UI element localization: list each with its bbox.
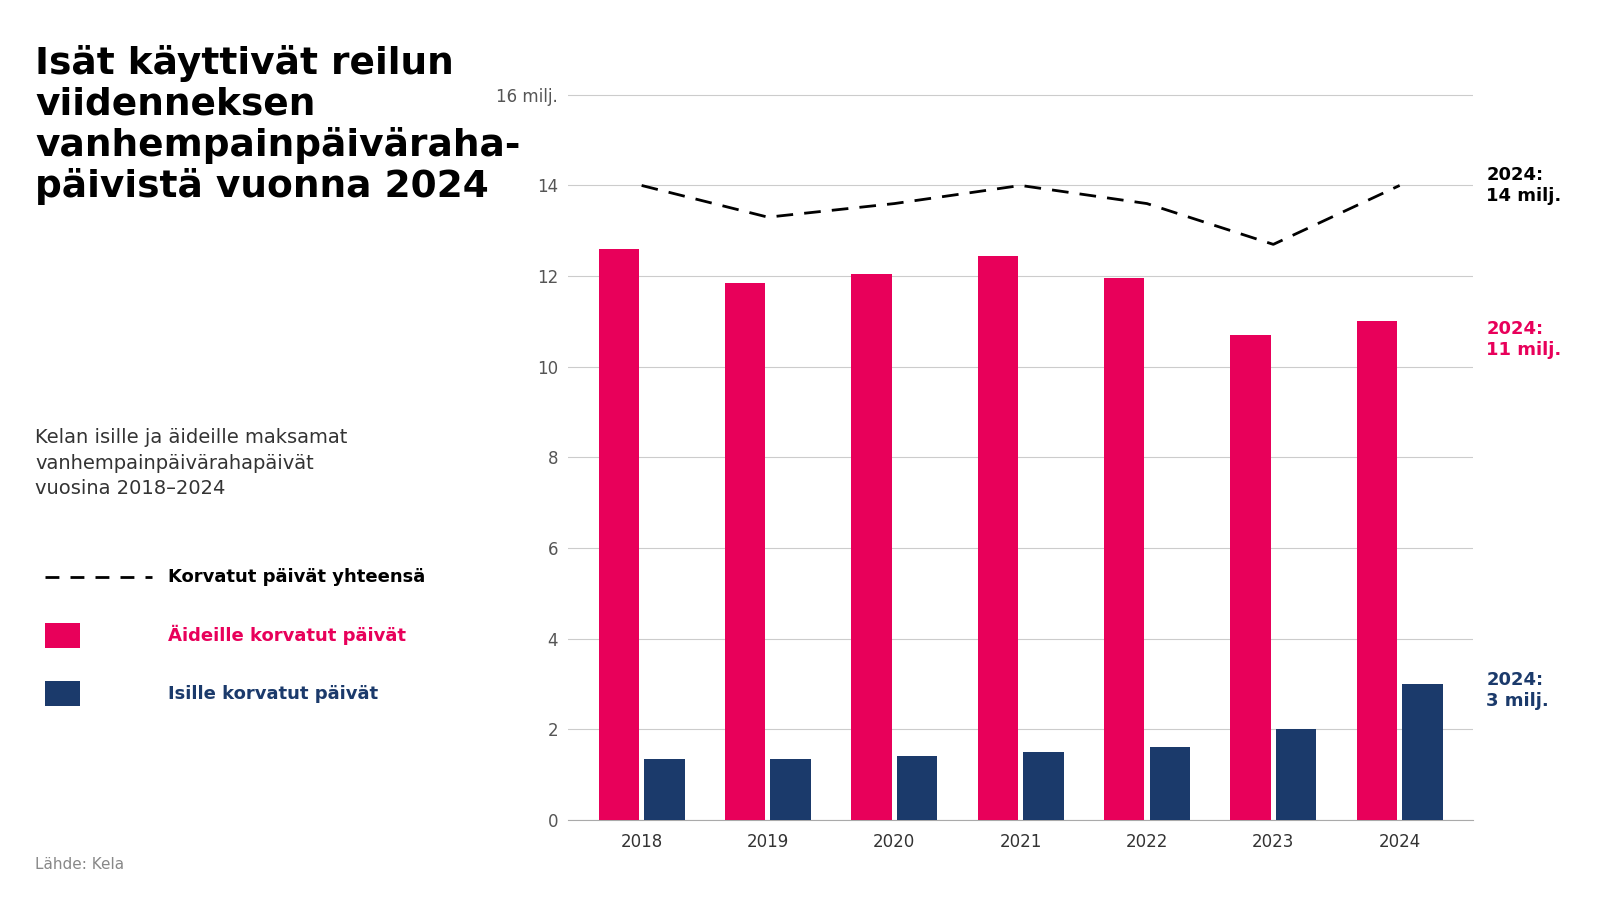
Text: 2024:
11 milj.: 2024: 11 milj. <box>1486 320 1561 359</box>
Bar <box>644 759 685 820</box>
Text: Äideille korvatut päivät: Äideille korvatut päivät <box>168 625 407 645</box>
Bar <box>978 256 1018 820</box>
Bar <box>1150 748 1190 820</box>
Bar <box>1276 729 1316 820</box>
Text: Isille korvatut päivät: Isille korvatut päivät <box>168 685 378 703</box>
Bar <box>1023 752 1063 820</box>
Bar <box>599 249 639 820</box>
Text: Korvatut päivät yhteensä: Korvatut päivät yhteensä <box>168 568 426 586</box>
Text: Kelan isille ja äideille maksamat
vanhempainpäivärahapäivät
vuosina 2018–2024: Kelan isille ja äideille maksamat vanhem… <box>35 428 347 498</box>
Bar <box>852 274 892 820</box>
Text: Lähde: Kela: Lähde: Kela <box>35 857 125 872</box>
Bar <box>1356 322 1398 820</box>
Bar <box>725 283 765 820</box>
Bar <box>1105 278 1145 820</box>
Bar <box>1230 335 1271 820</box>
Bar <box>1402 684 1443 820</box>
Bar <box>770 759 812 820</box>
Bar <box>897 757 937 820</box>
Text: 2024:
3 milj.: 2024: 3 milj. <box>1486 671 1550 710</box>
Text: Isät käyttivät reilun
viidenneksen
vanhempainpäiväraha-
päivistä vuonna 2024: Isät käyttivät reilun viidenneksen vanhe… <box>35 45 520 205</box>
Text: 2024:
14 milj.: 2024: 14 milj. <box>1486 166 1561 205</box>
